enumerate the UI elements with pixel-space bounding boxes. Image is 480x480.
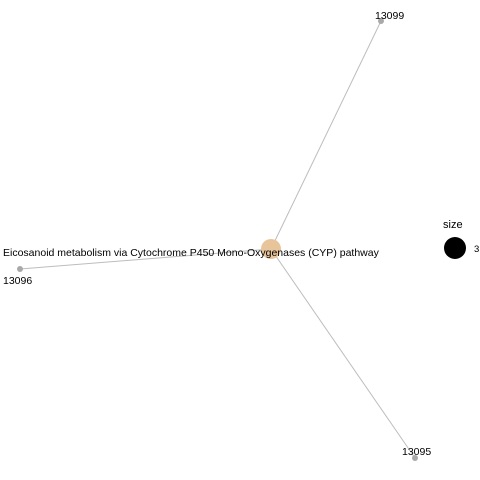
gene-node-13099[interactable] <box>378 18 384 24</box>
gene-label-13099: 13099 <box>375 10 404 22</box>
gene-node-13095[interactable] <box>412 455 418 461</box>
labels-layer: Eicosanoid metabolism via Cytochrome P45… <box>3 10 431 458</box>
nodes-layer <box>17 18 418 461</box>
gene-node-13096[interactable] <box>17 266 23 272</box>
gene-label-13096: 13096 <box>3 275 32 287</box>
edge-pathway-13099 <box>270 20 382 250</box>
pathway-node[interactable] <box>261 239 281 259</box>
legend-size-dot <box>444 237 466 259</box>
edge-pathway-13095 <box>270 248 416 459</box>
pathway-label: Eicosanoid metabolism via Cytochrome P45… <box>3 247 380 259</box>
edge-pathway-13096 <box>19 248 272 270</box>
legend-size-value: 3 <box>474 244 479 255</box>
size-legend: size 3 <box>443 219 479 259</box>
gene-label-13095: 13095 <box>402 446 431 458</box>
legend-title: size <box>443 219 463 231</box>
edges-layer <box>19 20 416 459</box>
